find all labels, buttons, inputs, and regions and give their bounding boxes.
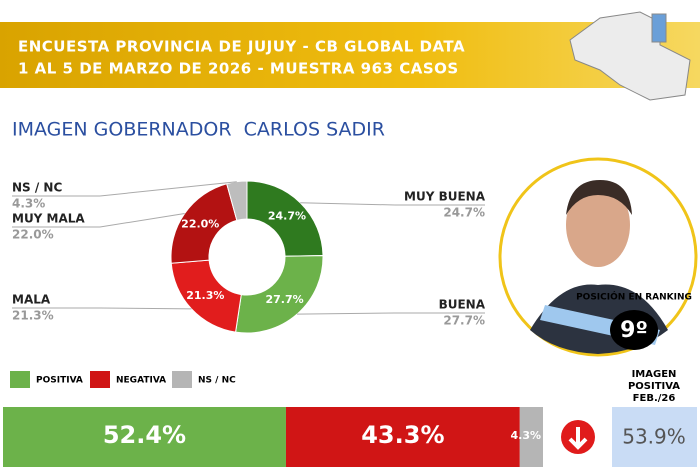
leader-line xyxy=(99,213,185,228)
bar-segment xyxy=(519,407,543,467)
category-label: NS / NC xyxy=(12,181,62,195)
category-value: 4.3% xyxy=(12,197,45,211)
legend-swatch xyxy=(172,371,192,388)
category-label: MUY BUENA xyxy=(404,190,486,204)
legend-label: POSITIVA xyxy=(36,376,83,386)
legend-label: NEGATIVA xyxy=(116,376,166,386)
donut-slice xyxy=(235,255,324,334)
previous-label: POSITIVA xyxy=(628,381,680,392)
category-value: 21.3% xyxy=(12,309,54,323)
leader-line xyxy=(99,307,192,310)
ranking-badge xyxy=(610,310,658,350)
bar-label: 43.3% xyxy=(361,421,444,449)
slice-label: 21.3% xyxy=(186,289,224,302)
leader-line xyxy=(300,202,396,206)
slice-label: 22.0% xyxy=(181,217,219,230)
previous-label: IMAGEN xyxy=(632,369,677,380)
header-line: ENCUESTA PROVINCIA DE JUJUY - CB GLOBAL … xyxy=(18,38,465,56)
previous-value: 53.9% xyxy=(622,425,686,449)
donut-slice xyxy=(170,259,242,333)
category-label: MALA xyxy=(12,293,51,307)
bar-segment xyxy=(285,407,520,467)
legend-label: NS / NC xyxy=(198,376,236,386)
header-line: 1 AL 5 DE MARZO DE 2026 - MUESTRA 963 CA… xyxy=(18,60,459,78)
category-value: 27.7% xyxy=(443,314,485,328)
ranking-label: POSICIÓN EN RANKING xyxy=(576,291,692,303)
bar-label: 4.3% xyxy=(510,429,541,442)
category-label: BUENA xyxy=(439,298,486,312)
category-value: 22.0% xyxy=(12,228,54,242)
previous-box xyxy=(612,407,697,467)
leader-line xyxy=(99,181,237,197)
legend-swatch xyxy=(90,371,110,388)
chart-title: IMAGEN GOBERNADOR CARLOS SADIR xyxy=(12,119,385,141)
category-label: MUY MALA xyxy=(12,212,85,226)
slice-label: 27.7% xyxy=(265,293,303,306)
trend-arrow xyxy=(568,427,588,450)
bar-segment xyxy=(3,407,286,467)
donut-slice xyxy=(246,180,324,257)
slice-label: 24.7% xyxy=(268,209,306,222)
previous-label: FEB./26 xyxy=(633,393,676,404)
leader-line xyxy=(297,312,396,315)
portrait xyxy=(498,157,698,357)
map-inset xyxy=(651,13,667,43)
legend-swatch xyxy=(10,371,30,388)
face xyxy=(566,183,630,267)
bar-label: 52.4% xyxy=(103,421,186,449)
category-value: 24.7% xyxy=(443,206,485,220)
hair xyxy=(566,180,632,215)
ranking-position: 9º xyxy=(620,318,648,343)
